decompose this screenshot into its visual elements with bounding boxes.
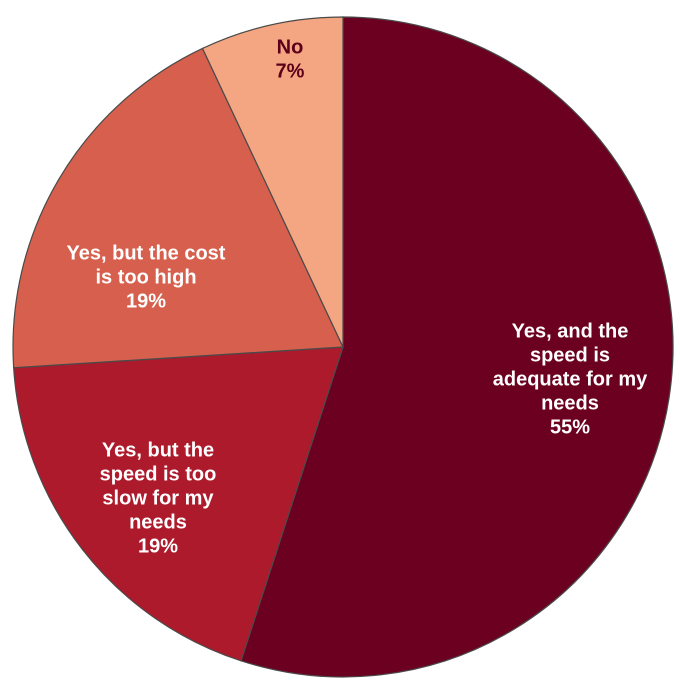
slice-label-line: speed is too (100, 463, 217, 485)
pie-slice-1 (240, 16, 674, 678)
slice-value-label: 19% (138, 535, 178, 557)
slice-label-line: Yes, but the cost (67, 242, 226, 264)
slice-label-line: Yes, but the (102, 439, 214, 461)
slice-label-line: slow for my (102, 487, 214, 509)
pie-labels: Yes, and the speed is adequate for my needs… (67, 36, 649, 557)
slice-value-label: 7% (276, 60, 305, 82)
slice-label-line: Yes, and the (512, 320, 629, 342)
slice-value-label: 19% (126, 290, 166, 312)
slice-label-1: Yes, and the speed is adequate for my needs… (493, 320, 648, 438)
pie-slices (12, 16, 674, 678)
slice-label-2: Yes, but the speed is too slow for my needs… (100, 439, 217, 557)
slice-label-line: speed is (530, 344, 610, 366)
slice-label-4: No 7% (276, 36, 305, 82)
slice-label-line: No (277, 36, 304, 58)
slice-label-line: needs (129, 511, 187, 533)
slice-label-line: needs (541, 392, 599, 414)
pie-slice-3 (12, 47, 344, 369)
pie-slice-4 (201, 16, 344, 348)
slice-label-3: Yes, but the cost is too high 19% (67, 242, 226, 312)
slice-label-line: adequate for my (493, 368, 648, 390)
pie-slice-2 (13, 346, 344, 662)
slice-value-label: 55% (550, 416, 590, 438)
slice-label-line: is too high (95, 266, 196, 288)
